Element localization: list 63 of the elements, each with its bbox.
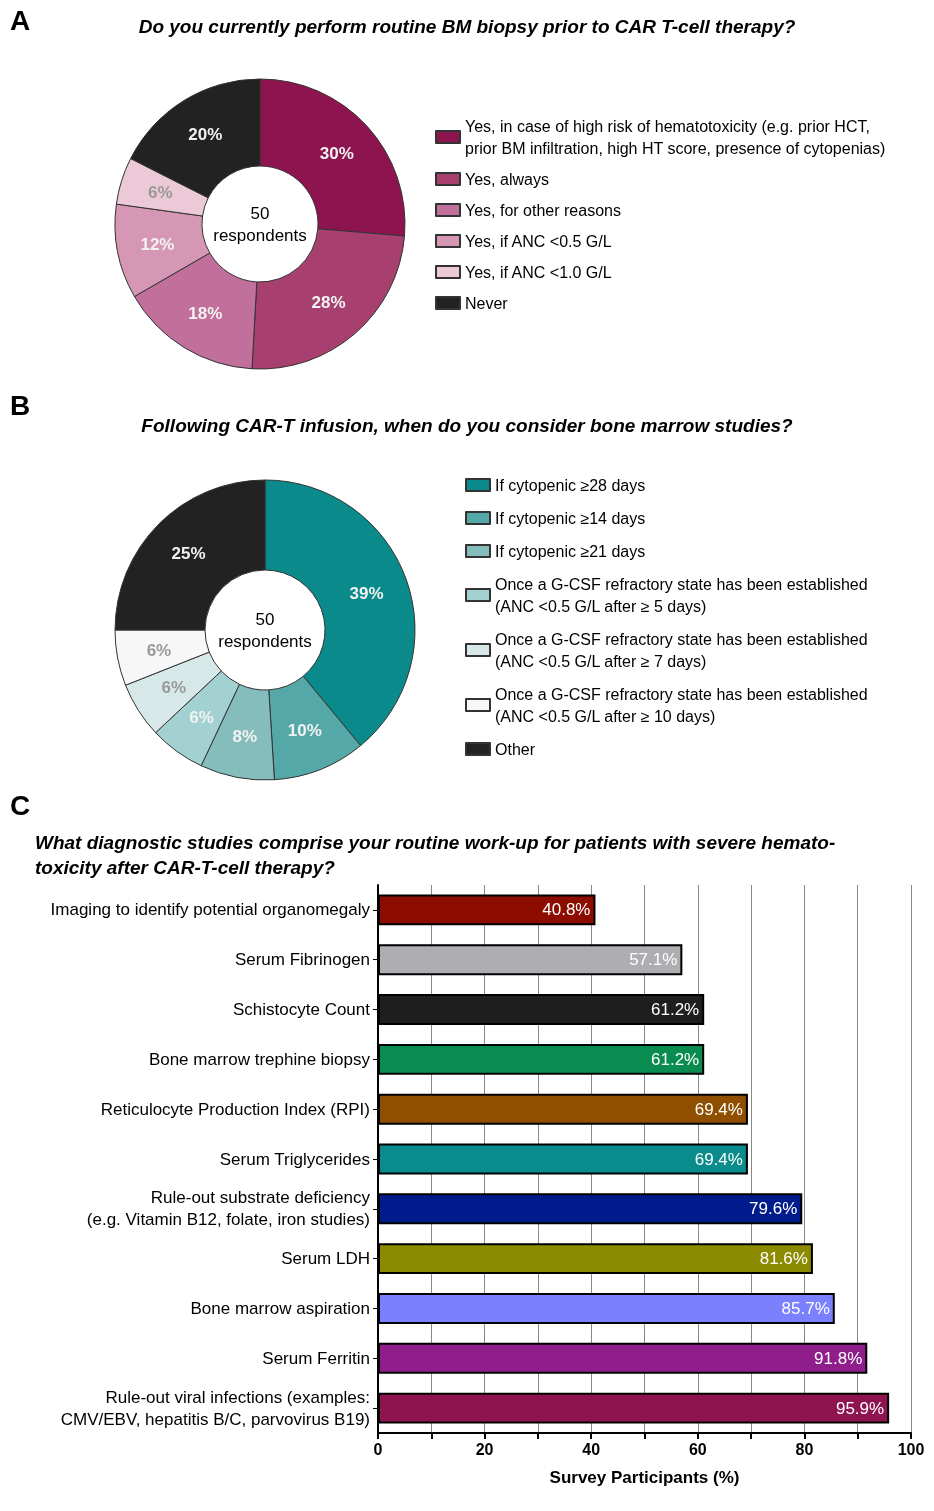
data-label: 6% [147,183,173,203]
data-label: 6% [146,640,172,660]
y-tick-label: Imaging to identify potential organomegaly [50,900,371,920]
y-tick-label: Serum LDH [281,1249,370,1269]
legend-label: Once a G-CSF refractory state has been established (ANC <0.5 G/L after ≥ 7 days) [495,630,868,670]
data-label: 30% [319,143,354,163]
x-tick-label: 40 [582,1440,601,1458]
y-tick-label: Serum Ferritin [262,1348,370,1368]
text: B [10,389,31,421]
y-tick-label: Serum Fibrinogen [234,950,370,970]
y-tick-label: Bone marrow aspiration [190,1298,370,1318]
legend-label: Yes, for other reasons [465,201,621,219]
data-label: 61.2% [650,1049,700,1069]
data-label: 95.9% [835,1398,885,1418]
data-label: 61.2% [650,1000,700,1020]
data-label: 6% [161,678,187,698]
data-label: 79.6% [749,1199,798,1219]
data-label: 10% [287,720,322,740]
legend-label: Once a G-CSF refractory state has been established (ANC <0.5 G/L after ≥ 10 days) [495,685,868,725]
legend-label: Yes, in case of high risk of hematotoxicity (e.g. prior HCT, prior BM infiltration, high HT score, presence of cytopenias) [465,117,886,157]
legend-label: If cytopenic ≥21 days [495,542,646,560]
x-axis-title: Survey Participants (%) [549,1468,740,1487]
y-tick-label: Rule-out substrate deficiency (e.g. Vitamin B12, folate, iron studies) [86,1188,371,1230]
legend-label: Other [495,740,536,758]
y-tick-label: Rule-out viral infections (examples: CMV/EBV, hepatitis B/C, parvovirus B19) [60,1387,370,1429]
x-tick-label: 60 [688,1440,707,1458]
data-label: 18% [188,303,223,323]
chart-title: Do you currently perform routine BM biopsy prior to CAR T-cell therapy? [138,16,796,37]
data-label: 8% [232,726,258,746]
data-label: 81.6% [759,1249,808,1269]
data-label: 57.1% [629,950,678,970]
data-label: 69.4% [694,1149,743,1169]
data-label: 85.7% [781,1298,830,1318]
text: 50 respondents [213,203,307,245]
data-label: 25% [171,544,206,564]
x-tick-label: 0 [373,1440,383,1458]
data-label: 20% [188,125,223,145]
chart-title: What diagnostic studies comprise your routine work-up for patients with severe hemato- toxicity after CAR-T-cell therapy? [35,832,836,878]
text: 50 respondents [218,609,312,651]
chart-title: Following CAR-T infusion, when do you consider bone marrow studies? [141,415,794,436]
legend-label: If cytopenic ≥14 days [495,509,646,527]
data-label: 40.8% [542,900,591,920]
data-label: 91.8% [814,1348,863,1368]
legend-label: Never [465,294,509,312]
legend-label: Yes, if ANC <1.0 G/L [465,263,612,281]
x-tick-label: 100 [897,1440,925,1458]
data-label: 6% [189,707,214,727]
legend-label: If cytopenic ≥28 days [495,476,646,494]
y-tick-label: Serum Triglycerides [219,1149,370,1169]
x-tick-label: 20 [475,1440,494,1458]
legend-label: Once a G-CSF refractory state has been established (ANC <0.5 G/L after ≥ 5 days) [495,575,868,615]
data-label: 69.4% [694,1099,743,1119]
x-tick-label: 80 [795,1440,814,1458]
data-label: 39% [349,583,384,603]
data-label: 12% [140,234,175,254]
y-tick-label: Schistocyte Count [232,1000,371,1020]
y-tick-label: Bone marrow trephine biopsy [148,1049,371,1069]
text: C [10,789,31,821]
data-label: 28% [311,293,346,313]
legend-label: Yes, always [465,170,549,188]
y-tick-label: Reticulocyte Production Index (RPI) [100,1099,370,1119]
text: A [10,4,31,36]
legend-label: Yes, if ANC <0.5 G/L [465,232,612,250]
